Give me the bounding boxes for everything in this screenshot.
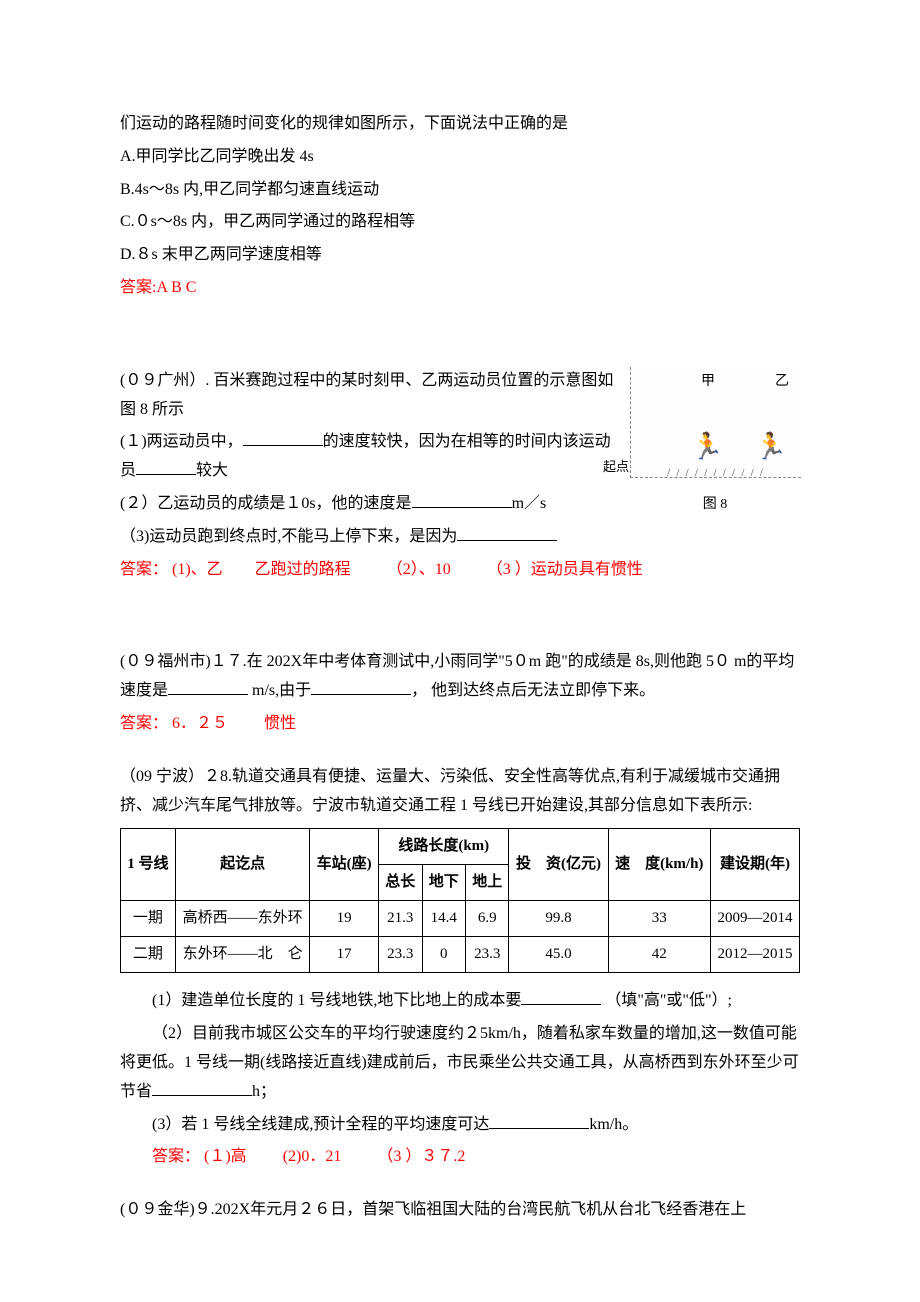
q3-answer: 答案： 6．２５ 惯性 [120,710,800,739]
th-length: 线路长度(km) [379,829,509,865]
table-row: 二期 东外环——北 仑 17 23.3 0 23.3 45.0 42 2012—… [121,937,800,973]
blank [412,491,512,508]
cell-route: 高桥西——东外环 [175,901,309,937]
cell-stations: 17 [310,937,379,973]
th-period: 建设期(年) [710,829,799,901]
q2-p2a: (２）乙运动员的成绩是１0s，他的速度是 [120,495,412,512]
cell-invest: 45.0 [509,937,608,973]
q2-ans3: （3 ）运动员具有惯性 [487,561,643,578]
cell-stations: 19 [310,901,379,937]
q4-p2b: h； [252,1083,276,1100]
cell-under: 14.4 [422,901,465,937]
q3-ans2: 惯性 [264,715,296,732]
q4-part2: （2）目前我市城区公交车的平均行驶速度约２5km/h，随着私家车数量的增加,这一… [120,1020,800,1106]
fig8-label-yi: 乙 [775,369,789,394]
fig8-caption: 图 8 [630,492,800,517]
cell-total: 23.3 [379,937,422,973]
figure-8: 甲 乙 🏃 🏃 起点 / / / / / / / / / / / 图 8 [630,367,800,517]
q3-stem-c: ， 他到达终点后无法立即停下来。 [411,682,655,699]
q1-option-a: A.甲同学比乙同学晚出发 4s [120,143,800,172]
q4-p1b: （填"高"或"低"）; [601,992,732,1009]
q4-answer: 答案： (１)高 (2)0．21 （3 ）３７.2 [120,1143,800,1172]
cell-period: 2012—2015 [710,937,799,973]
fig8-start-label: 起点 [603,455,629,478]
q2-p2b: m／s [512,495,547,512]
th-route: 起讫点 [175,829,309,901]
cell-speed: 33 [608,901,710,937]
cell-above: 23.3 [466,937,509,973]
blank [152,1079,252,1096]
q4-part3: (3）若 1 号线全线建成,预计全程的平均速度可达 km/h。 [120,1111,800,1140]
q2-p1a: (１)两运动员中， [120,433,243,450]
q2-part3: （3)运动员跑到终点时,不能马上停下来，是因为 [120,523,800,552]
runner-jia-icon: 🏃 [691,424,723,471]
cell-route: 东外环——北 仑 [175,937,309,973]
blank [489,1112,589,1129]
th-len-total: 总长 [379,865,422,901]
q4-ans3: （3 ）３７.2 [377,1148,465,1165]
th-len-above: 地上 [466,865,509,901]
q4-stem: （09 宁波）２8.轨道交通具有便捷、运量大、污染低、安全性高等优点,有利于减缓… [120,763,800,821]
th-line: 1 号线 [121,829,176,901]
q4-ans1: (１)高 [204,1148,247,1165]
th-len-under: 地下 [422,865,465,901]
q3-stem: (０９福州市)１７.在 202X年中考体育测试中,小雨同学"5０m 跑"的成绩是… [120,648,800,706]
fig8-label-jia: 甲 [701,369,715,394]
q3-ans1: 6．２５ [172,715,228,732]
blank [136,458,196,475]
q2-p1c: 较大 [196,462,228,479]
q5-stem: (０９金华)９.202X年元月２６日，首架飞临祖国大陆的台湾民航飞机从台北飞经香… [120,1196,800,1225]
q1-stem: 们运动的路程随时间变化的规律如图所示，下面说法中正确的是 [120,110,800,139]
blank [168,678,248,695]
line1-info-table: 1 号线 起讫点 车站(座) 线路长度(km) 投 资(亿元) 速 度(km/h… [120,828,800,973]
runner-yi-icon: 🏃 [755,424,787,471]
th-invest: 投 资(亿元) [509,829,608,901]
q1-option-c: C.０s～8s 内，甲乙两同学通过的路程相等 [120,208,800,237]
blank [311,678,411,695]
q2-ans2: （2）、10 [387,561,451,578]
q4-part1: (1）建造单位长度的 1 号线地铁,地下比地上的成本要 （填"高"或"低"）; [120,987,800,1016]
q4-p1a: (1）建造单位长度的 1 号线地铁,地下比地上的成本要 [152,992,521,1009]
blank [521,988,601,1005]
cell-total: 21.3 [379,901,422,937]
th-stations: 车站(座) [310,829,379,901]
blank [457,524,557,541]
q3-ans-label: 答案： [120,715,168,732]
cell-speed: 42 [608,937,710,973]
q2-p3a: （3)运动员跑到终点时,不能马上停下来，是因为 [120,528,457,545]
q1-option-b: B.4s～8s 内,甲乙同学都匀速直线运动 [120,176,800,205]
q1-answer: 答案:A B C [120,274,800,303]
q4-ans-label: 答案： [152,1148,200,1165]
q3-stem-b: m/s,由于 [248,682,311,699]
fig8-ground-ticks: / / / / / / / / / / / [631,465,801,483]
cell-phase: 一期 [121,901,176,937]
q4-p3b: km/h。 [589,1116,638,1133]
q1-option-d: D.８s 末甲乙两同学速度相等 [120,241,800,270]
cell-invest: 99.8 [509,901,608,937]
cell-under: 0 [422,937,465,973]
table-row: 一期 高桥西——东外环 19 21.3 14.4 6.9 99.8 33 200… [121,901,800,937]
q4-p3a: (3）若 1 号线全线建成,预计全程的平均速度可达 [152,1116,489,1133]
cell-phase: 二期 [121,937,176,973]
q2-answer: 答案： (1)、乙 乙跑过的路程 （2）、10 （3 ）运动员具有惯性 [120,556,800,585]
cell-period: 2009—2014 [710,901,799,937]
th-speed: 速 度(km/h) [608,829,710,901]
q4-ans2: (2)0．21 [283,1148,342,1165]
cell-above: 6.9 [466,901,509,937]
blank [243,429,323,446]
q2-ans-label: 答案： [120,561,168,578]
q2-ans1: (1)、乙 乙跑过的路程 [172,561,351,578]
